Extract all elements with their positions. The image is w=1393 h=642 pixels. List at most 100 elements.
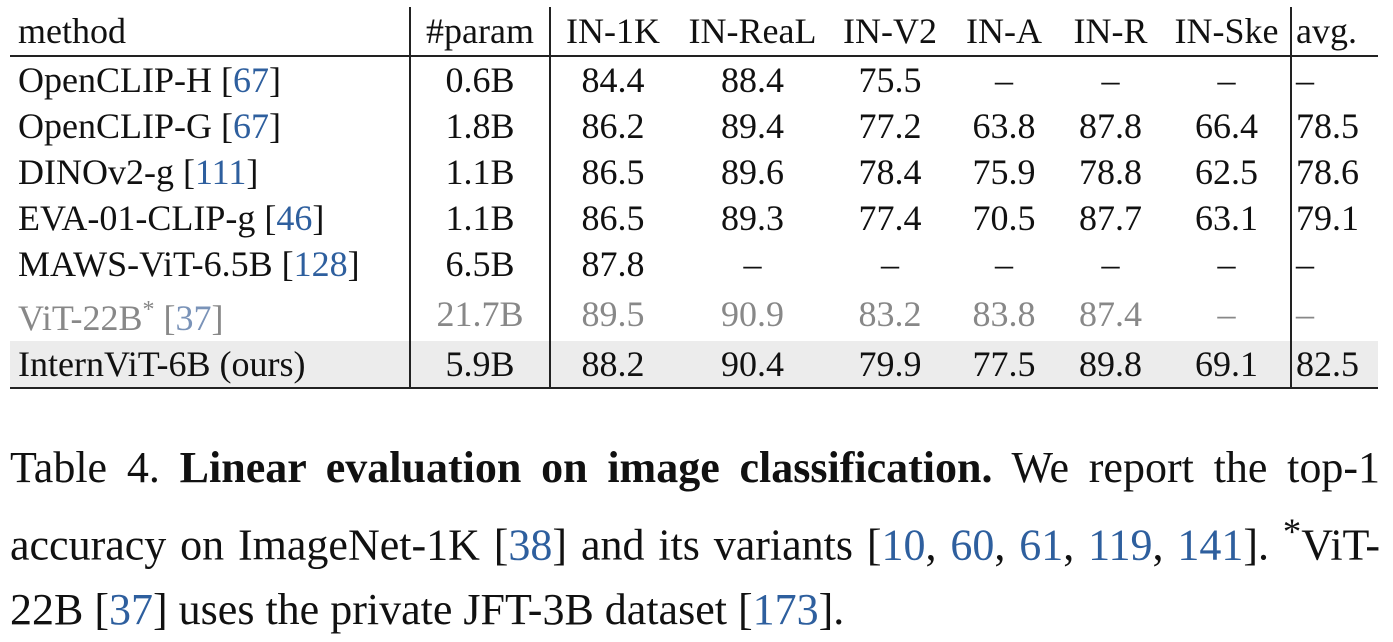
inr-cell: 87.7 <box>1079 198 1142 238</box>
method-cell: OpenCLIP-G [67] <box>18 106 281 146</box>
citation-link[interactable]: 61 <box>1019 520 1064 570</box>
inreal-cell: 90.9 <box>721 294 784 334</box>
citation-link[interactable]: 46 <box>276 198 313 238</box>
citation-link[interactable]: 119 <box>1088 520 1153 570</box>
inv2-cell: 83.2 <box>858 294 922 334</box>
inreal-cell: 89.4 <box>721 106 784 146</box>
inske-cell: 69.1 <box>1163 341 1291 389</box>
method-name: MAWS-ViT-6.5B <box>18 244 273 284</box>
inr-cell: – <box>1101 244 1120 284</box>
citation-link[interactable]: 128 <box>293 244 348 284</box>
inske-cell: – <box>1217 244 1236 284</box>
inske-cell: 66.4 <box>1195 106 1258 146</box>
method-cell: ViT-22B* [37] <box>18 297 224 338</box>
in1k-cell: 87.8 <box>549 241 675 287</box>
method-cell: MAWS-ViT-6.5B [128] <box>18 244 360 284</box>
inske-cell: – <box>1217 60 1236 100</box>
ina-cell: 75.9 <box>972 152 1036 192</box>
caption-text-4: uses the private JFT-3B dataset <box>178 584 727 634</box>
inreal-cell: – <box>743 244 762 284</box>
method-name: OpenCLIP-G <box>18 106 212 146</box>
citation-link[interactable]: 37 <box>109 584 154 634</box>
header-param: #param <box>409 7 550 57</box>
table-body: OpenCLIP-H [67] 0.6B 84.4 88.4 75.5– – – – OpenC… <box>10 56 1378 389</box>
avg-cell: 82.5 <box>1290 341 1378 389</box>
method-cell: EVA-01-CLIP-g [46] <box>18 198 325 238</box>
param-cell: 6.5B <box>409 241 550 287</box>
ina-cell: 77.5 <box>950 341 1058 389</box>
inv2-cell: – <box>881 244 899 284</box>
inv2-cell: 75.5 <box>858 60 922 100</box>
avg-cell: 78.5 <box>1290 103 1378 149</box>
header-method: method <box>10 7 410 57</box>
citation-link[interactable]: 111 <box>194 152 247 192</box>
avg-cell: – <box>1290 241 1378 287</box>
ina-cell: 70.5 <box>972 198 1036 238</box>
footnote-marker: * <box>1282 511 1302 552</box>
ina-cell: – <box>995 244 1013 284</box>
header-inv2: IN-V2 <box>830 7 950 57</box>
citation-link[interactable]: 37 <box>175 298 212 338</box>
citation-link[interactable]: 67 <box>232 106 269 146</box>
inreal-cell: 88.4 <box>721 60 784 100</box>
avg-cell: 79.1 <box>1290 195 1378 241</box>
inske-cell: 63.1 <box>1195 198 1258 238</box>
table-row: MAWS-ViT-6.5B [128] 6.5B 87.8 – – – – – – <box>10 241 1378 287</box>
param-cell: 21.7B <box>409 287 550 341</box>
footnote-marker: * <box>142 297 155 323</box>
table-row: OpenCLIP-G [67] 1.8B 86.2 89.4 77.2 63.8 87.8 6… <box>10 103 1378 149</box>
ina-cell: 63.8 <box>972 106 1036 146</box>
avg-cell: 78.6 <box>1290 149 1378 195</box>
avg-cell: – <box>1290 287 1378 341</box>
inr-cell: 78.8 <box>1079 152 1142 192</box>
caption-text-3: ViT-22B <box>10 520 1381 634</box>
inv2-cell: 79.9 <box>830 341 950 389</box>
in1k-cell: 84.4 <box>549 56 675 103</box>
param-cell: 1.1B <box>409 149 550 195</box>
in1k-cell: 86.2 <box>549 103 675 149</box>
inske-cell: 62.5 <box>1195 152 1258 192</box>
ina-cell: – <box>995 60 1013 100</box>
table-caption: Table 4. Linear evaluation on image clas… <box>10 443 1381 634</box>
results-table: method #param IN-1K IN-ReaL IN-V2 IN-A I… <box>10 7 1378 389</box>
method-cell: DINOv2-g [111] <box>18 152 259 192</box>
table-row: OpenCLIP-H [67] 0.6B 84.4 88.4 75.5 – – – – <box>10 56 1378 103</box>
inreal-cell: 90.4 <box>675 341 830 389</box>
method-name: EVA-01-CLIP-g <box>18 198 256 238</box>
citation-link[interactable]: 10 <box>881 520 926 570</box>
header-in1k: IN-1K <box>549 7 675 57</box>
param-cell: 1.8B <box>409 103 550 149</box>
param-cell: 5.9B <box>409 341 550 389</box>
method-name: ViT-22B <box>18 298 143 338</box>
header-ina: IN-A <box>950 7 1058 57</box>
in1k-cell: 86.5 <box>549 195 675 241</box>
caption-text-1: We report the top-1 accuracy on ImageNet… <box>10 443 1381 570</box>
header-inske: IN-Ske <box>1163 7 1291 57</box>
inr-cell: 87.4 <box>1079 294 1142 334</box>
method-name: DINOv2-g <box>18 152 174 192</box>
citation-link[interactable]: 141 <box>1177 520 1244 570</box>
citation-link[interactable]: 38 <box>508 520 553 570</box>
in1k-cell: 89.5 <box>549 287 675 341</box>
method-cell: InternViT-6B (ours) <box>10 341 410 389</box>
table-row: EVA-01-CLIP-g [46] 1.1B 86.5 89.3 77.4 70.5 87… <box>10 195 1378 241</box>
citation-link[interactable]: 60 <box>950 520 995 570</box>
inr-cell: 89.8 <box>1058 341 1163 389</box>
avg-cell: – <box>1290 56 1378 103</box>
param-cell: 0.6B <box>409 56 550 103</box>
ina-cell: 83.8 <box>972 294 1036 334</box>
table-row-highlighted: InternViT-6B (ours) 5.9B 88.2 90.4 79.9 77.5 8… <box>10 341 1378 389</box>
caption-label: Table 4. <box>10 443 160 492</box>
caption-title: Linear evaluation on image classificatio… <box>179 443 993 492</box>
header-avg: avg. <box>1290 7 1378 57</box>
table-row: ViT-22B* [37] 21.7B 89.5 90.9 83.2 83.8 87.4 – – <box>10 287 1378 341</box>
method-name: InternViT-6B (ours) <box>18 344 306 384</box>
in1k-cell: 86.5 <box>549 149 675 195</box>
inreal-cell: 89.6 <box>721 152 784 192</box>
method-cell: OpenCLIP-H [67] <box>18 60 281 100</box>
inv2-cell: 77.4 <box>858 198 922 238</box>
inv2-cell: 78.4 <box>858 152 922 192</box>
inske-cell: – <box>1217 294 1236 334</box>
citation-link[interactable]: 173 <box>752 584 819 634</box>
citation-link[interactable]: 67 <box>232 60 269 100</box>
